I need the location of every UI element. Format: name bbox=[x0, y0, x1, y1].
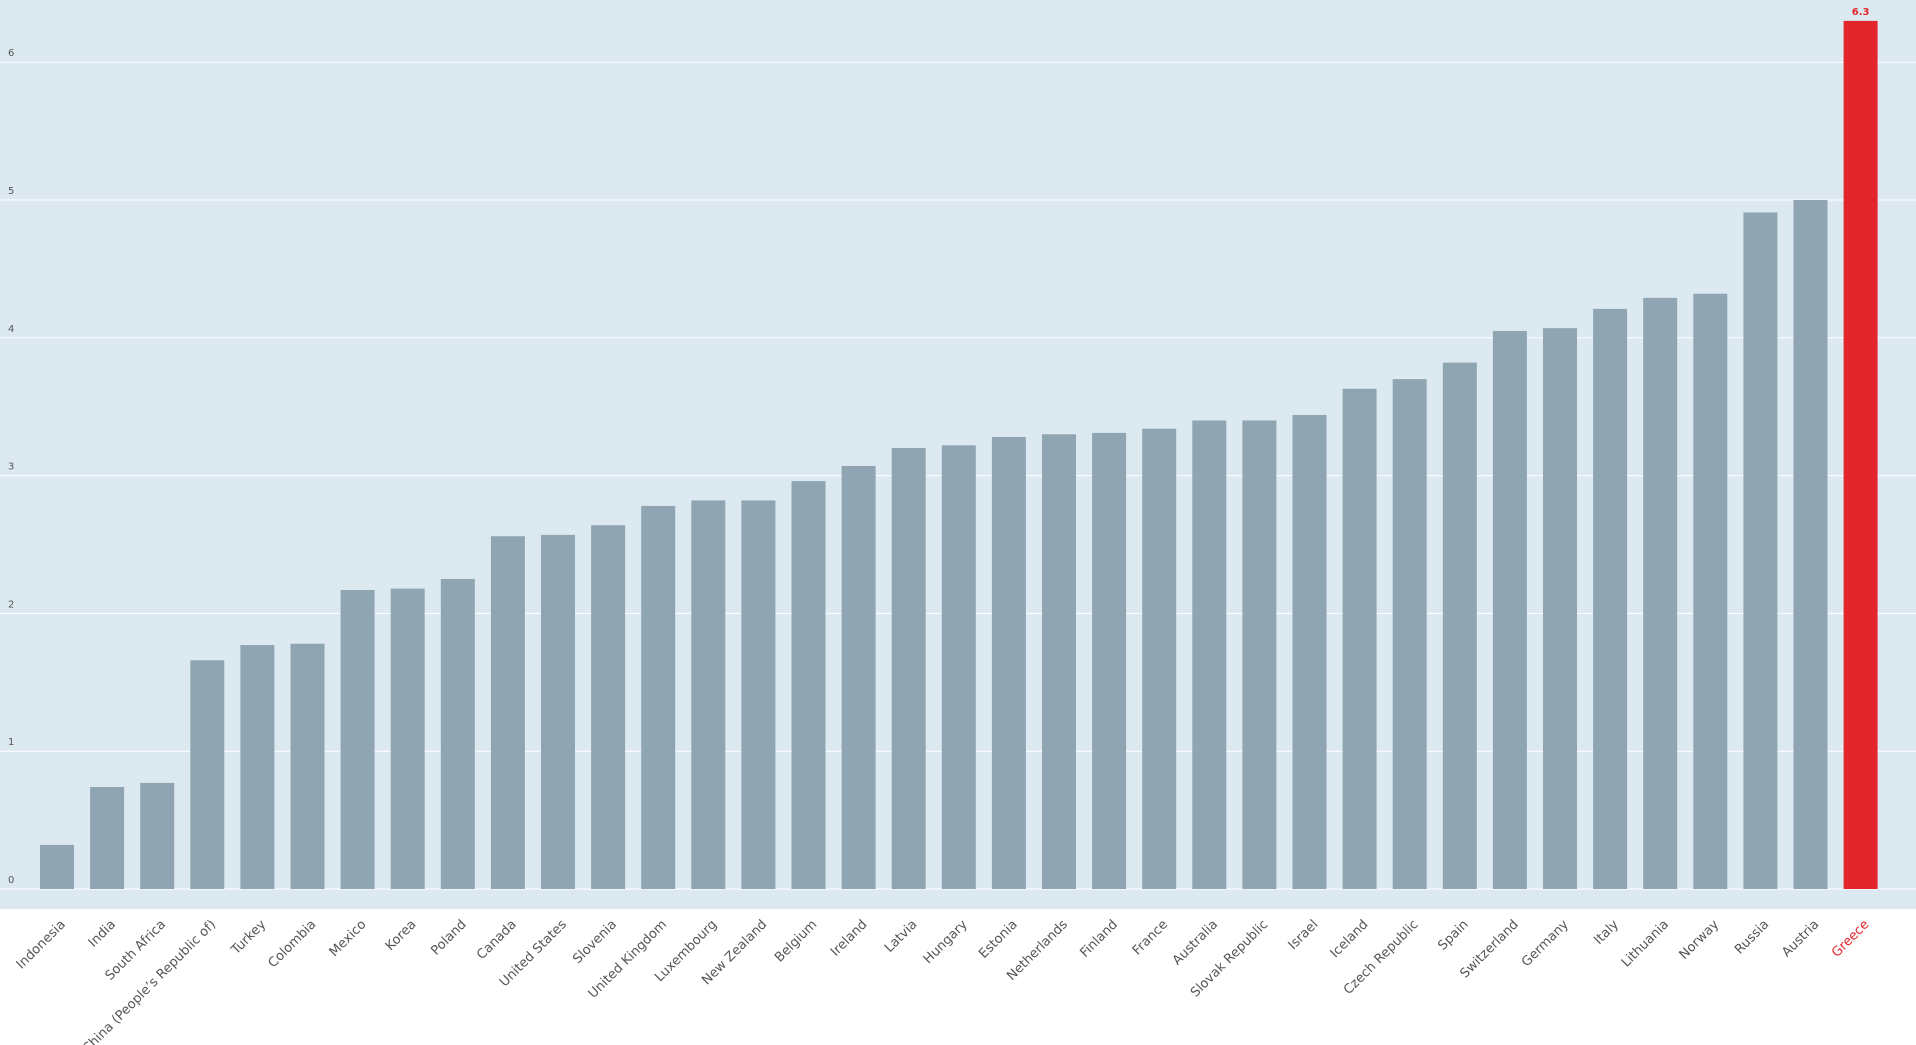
x-tick-label: Turkey bbox=[228, 917, 269, 958]
y-tick-label: 1 bbox=[8, 737, 14, 748]
bar bbox=[1643, 297, 1678, 889]
x-tick-label: Mexico bbox=[327, 917, 370, 960]
bar bbox=[691, 500, 726, 889]
x-tick-label: Spain bbox=[1435, 917, 1471, 953]
bar bbox=[791, 481, 826, 889]
bar bbox=[1292, 414, 1327, 889]
bar bbox=[841, 465, 876, 889]
y-tick-label: 3 bbox=[8, 462, 14, 473]
bar bbox=[140, 782, 175, 889]
x-tick-label: Russia bbox=[1732, 917, 1772, 957]
data-label: 6.3 bbox=[1852, 7, 1870, 18]
bar bbox=[641, 505, 676, 889]
x-tick-label: Slovenia bbox=[570, 917, 620, 967]
y-tick-label: 4 bbox=[8, 324, 14, 335]
y-axis-ticks: 0 1 2 3 4 5 6 bbox=[8, 48, 14, 886]
bar bbox=[1142, 428, 1177, 889]
y-tick-label: 6 bbox=[8, 48, 14, 59]
x-tick-label: Italy bbox=[1591, 917, 1622, 948]
bar bbox=[1693, 293, 1728, 890]
bar bbox=[1492, 330, 1527, 889]
x-tick-label: Finland bbox=[1077, 917, 1120, 960]
bar bbox=[1543, 328, 1577, 889]
x-tick-label: Hungary bbox=[921, 917, 971, 967]
bar bbox=[190, 660, 225, 889]
x-tick-label: Ireland bbox=[828, 917, 870, 959]
bar bbox=[390, 588, 425, 889]
x-tick-label: Germany bbox=[1519, 917, 1572, 970]
bar bbox=[1442, 362, 1477, 889]
bar bbox=[891, 448, 926, 889]
bar bbox=[541, 534, 575, 889]
bar bbox=[440, 578, 475, 889]
bar bbox=[1392, 379, 1427, 889]
bar bbox=[941, 445, 976, 889]
bar bbox=[40, 844, 74, 889]
x-tick-label: Estonia bbox=[976, 917, 1020, 961]
bar bbox=[1092, 432, 1127, 889]
x-tick-label: Austria bbox=[1779, 917, 1822, 960]
x-tick-label: India bbox=[86, 917, 119, 950]
x-tick-label: Belgium bbox=[772, 917, 820, 965]
x-tick-label: Korea bbox=[383, 917, 420, 954]
bar bbox=[240, 645, 275, 889]
bar bbox=[991, 437, 1026, 889]
x-tick-label: Poland bbox=[428, 917, 469, 958]
y-tick-label: 2 bbox=[8, 599, 14, 610]
x-tick-label: Norway bbox=[1677, 917, 1723, 963]
x-tick-label: France bbox=[1130, 917, 1171, 958]
bar bbox=[741, 500, 776, 889]
bar bbox=[490, 536, 525, 889]
bar bbox=[1242, 420, 1277, 889]
x-tick-label: Iceland bbox=[1328, 917, 1372, 961]
bar bbox=[1743, 212, 1778, 890]
y-tick-label: 0 bbox=[8, 875, 14, 886]
value-labels: 6.3 bbox=[1852, 7, 1870, 18]
x-tick-label: Lithuania bbox=[1619, 917, 1672, 970]
bar bbox=[1192, 420, 1227, 889]
bar bbox=[1793, 200, 1828, 889]
bar bbox=[340, 589, 375, 889]
bar bbox=[1042, 434, 1076, 889]
x-tick-label: Australia bbox=[1170, 917, 1221, 968]
bar bbox=[1593, 308, 1628, 889]
bars bbox=[40, 20, 1878, 890]
x-tick-label: Latvia bbox=[882, 917, 921, 956]
x-tick-label: Canada bbox=[474, 917, 520, 963]
x-tick-label: Israel bbox=[1286, 917, 1322, 953]
bar bbox=[1843, 20, 1878, 890]
x-tick-label: Greece bbox=[1829, 917, 1872, 960]
bar bbox=[290, 643, 325, 889]
y-tick-label: 5 bbox=[8, 186, 14, 197]
bar bbox=[90, 787, 125, 889]
x-tick-label: Colombia bbox=[266, 917, 320, 971]
bar bbox=[591, 525, 626, 889]
x-tick-label: Indonesia bbox=[14, 917, 69, 972]
bar bbox=[1342, 388, 1377, 889]
